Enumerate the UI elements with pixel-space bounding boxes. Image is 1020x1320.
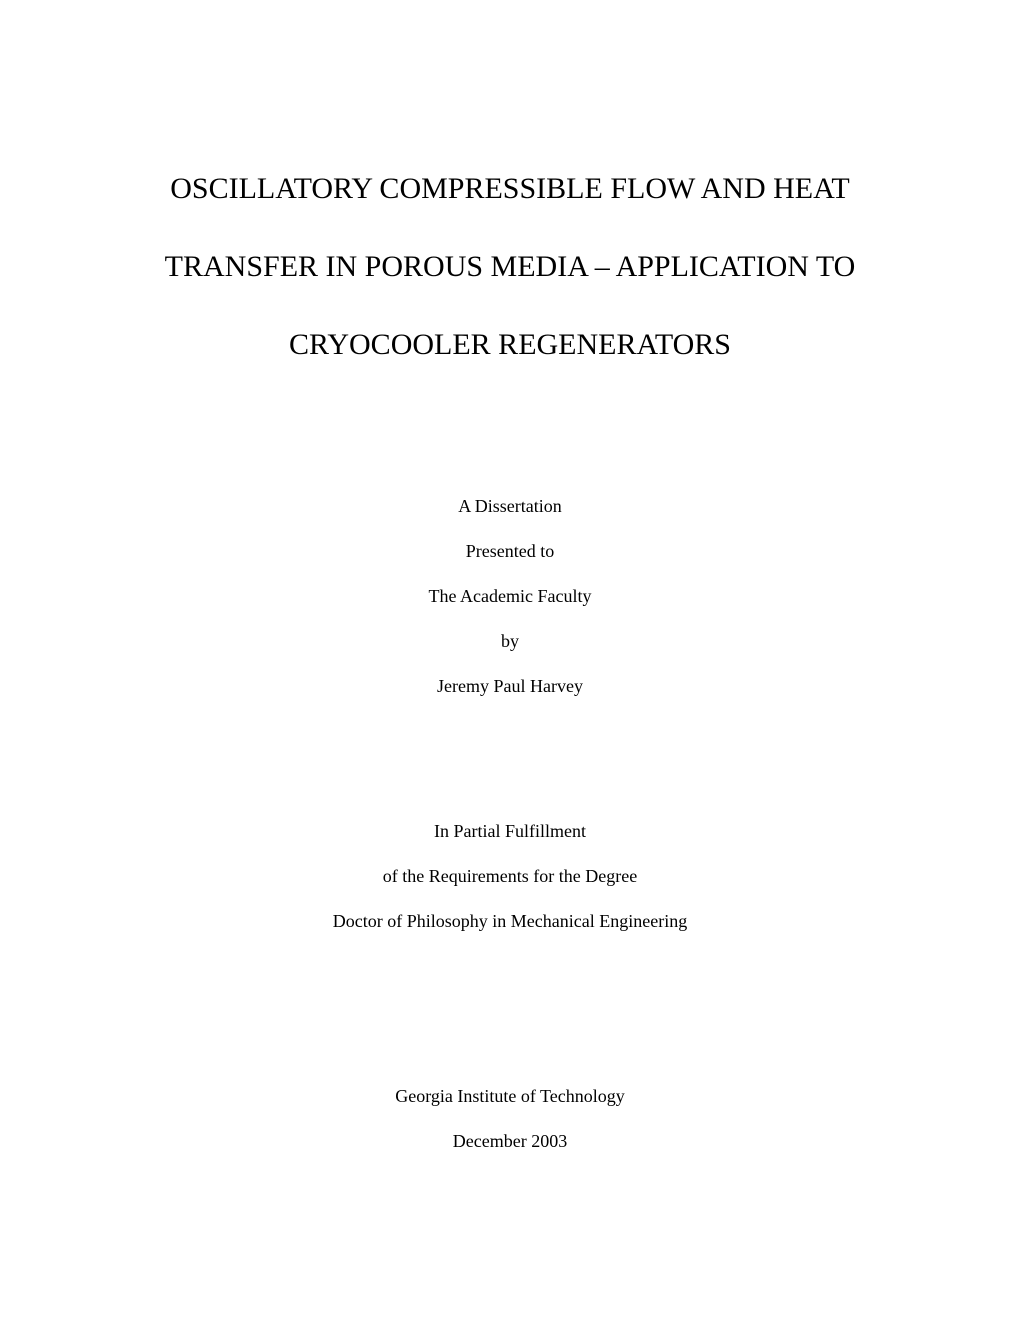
fulfillment-line-1: In Partial Fulfillment — [115, 809, 905, 854]
institution-name: Georgia Institute of Technology — [115, 1074, 905, 1119]
fulfillment-line-2: of the Requirements for the Degree — [115, 854, 905, 899]
presentation-line-2: Presented to — [115, 529, 905, 574]
presentation-line-1: A Dissertation — [115, 484, 905, 529]
institution-block: Georgia Institute of Technology December… — [115, 1074, 905, 1164]
fulfillment-block: In Partial Fulfillment of the Requiremen… — [115, 809, 905, 944]
title-line-1: OSCILLATORY COMPRESSIBLE FLOW AND HEAT — [115, 150, 905, 228]
author-name: Jeremy Paul Harvey — [115, 664, 905, 709]
presentation-line-4: by — [115, 619, 905, 664]
title-line-2: TRANSFER IN POROUS MEDIA – APPLICATION T… — [115, 228, 905, 306]
presentation-block: A Dissertation Presented to The Academic… — [115, 484, 905, 709]
presentation-line-3: The Academic Faculty — [115, 574, 905, 619]
degree-name: Doctor of Philosophy in Mechanical Engin… — [115, 899, 905, 944]
dissertation-date: December 2003 — [115, 1119, 905, 1164]
dissertation-title: OSCILLATORY COMPRESSIBLE FLOW AND HEAT T… — [115, 150, 905, 384]
title-line-3: CRYOCOOLER REGENERATORS — [115, 306, 905, 384]
